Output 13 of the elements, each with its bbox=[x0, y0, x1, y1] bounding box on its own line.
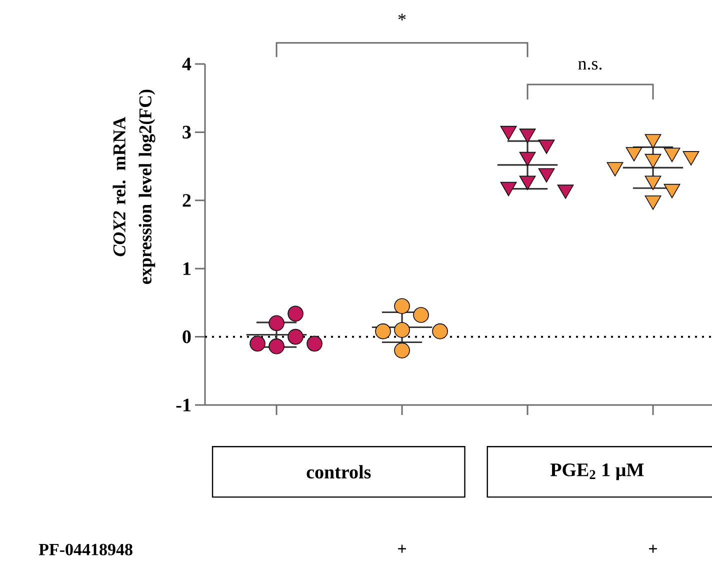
text: + bbox=[649, 544, 657, 553]
text: PGE$_{2}$ 1 µM bbox=[550, 464, 644, 480]
annotation: n.s. bbox=[578, 60, 602, 70]
text: PF-04418948 bbox=[38, 544, 132, 556]
text: + bbox=[398, 544, 406, 553]
y-tick-label: 2 bbox=[182, 194, 191, 207]
y-tick-label: 4 bbox=[182, 58, 192, 70]
y-tick-label: 1 bbox=[183, 262, 190, 275]
y-tick-label: 3 bbox=[182, 126, 191, 139]
text: * bbox=[398, 14, 406, 20]
y-tick-label: 0 bbox=[182, 330, 191, 344]
text: controls bbox=[306, 465, 371, 479]
y-tick-label: -1 bbox=[176, 398, 190, 412]
